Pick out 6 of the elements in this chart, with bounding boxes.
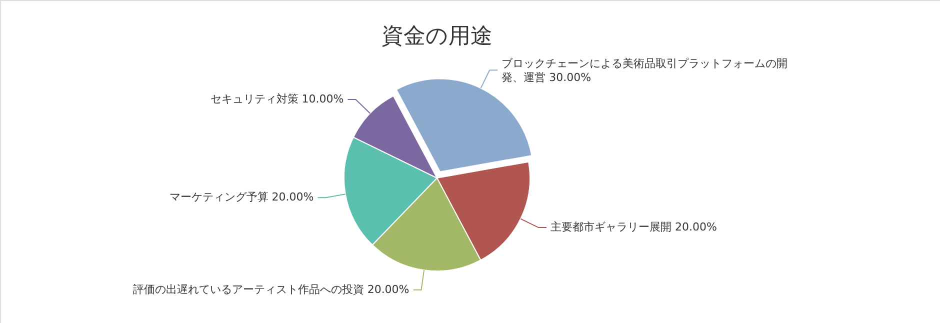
slice-label: セキュリティ対策 10.00% — [210, 92, 344, 106]
slice-label: 評価の出遅れているアーティスト作品への投資 20.00% — [132, 282, 410, 296]
slice-label: マーケティング予算 20.00% — [169, 190, 314, 204]
slice-label: 主要都市ギャラリー展開 20.00% — [550, 220, 718, 234]
slice-label: ブロックチェーンによる美術品取引プラットフォームの開発、運営 30.00% — [502, 57, 788, 84]
chart-title: 資金の用途 — [382, 24, 492, 49]
